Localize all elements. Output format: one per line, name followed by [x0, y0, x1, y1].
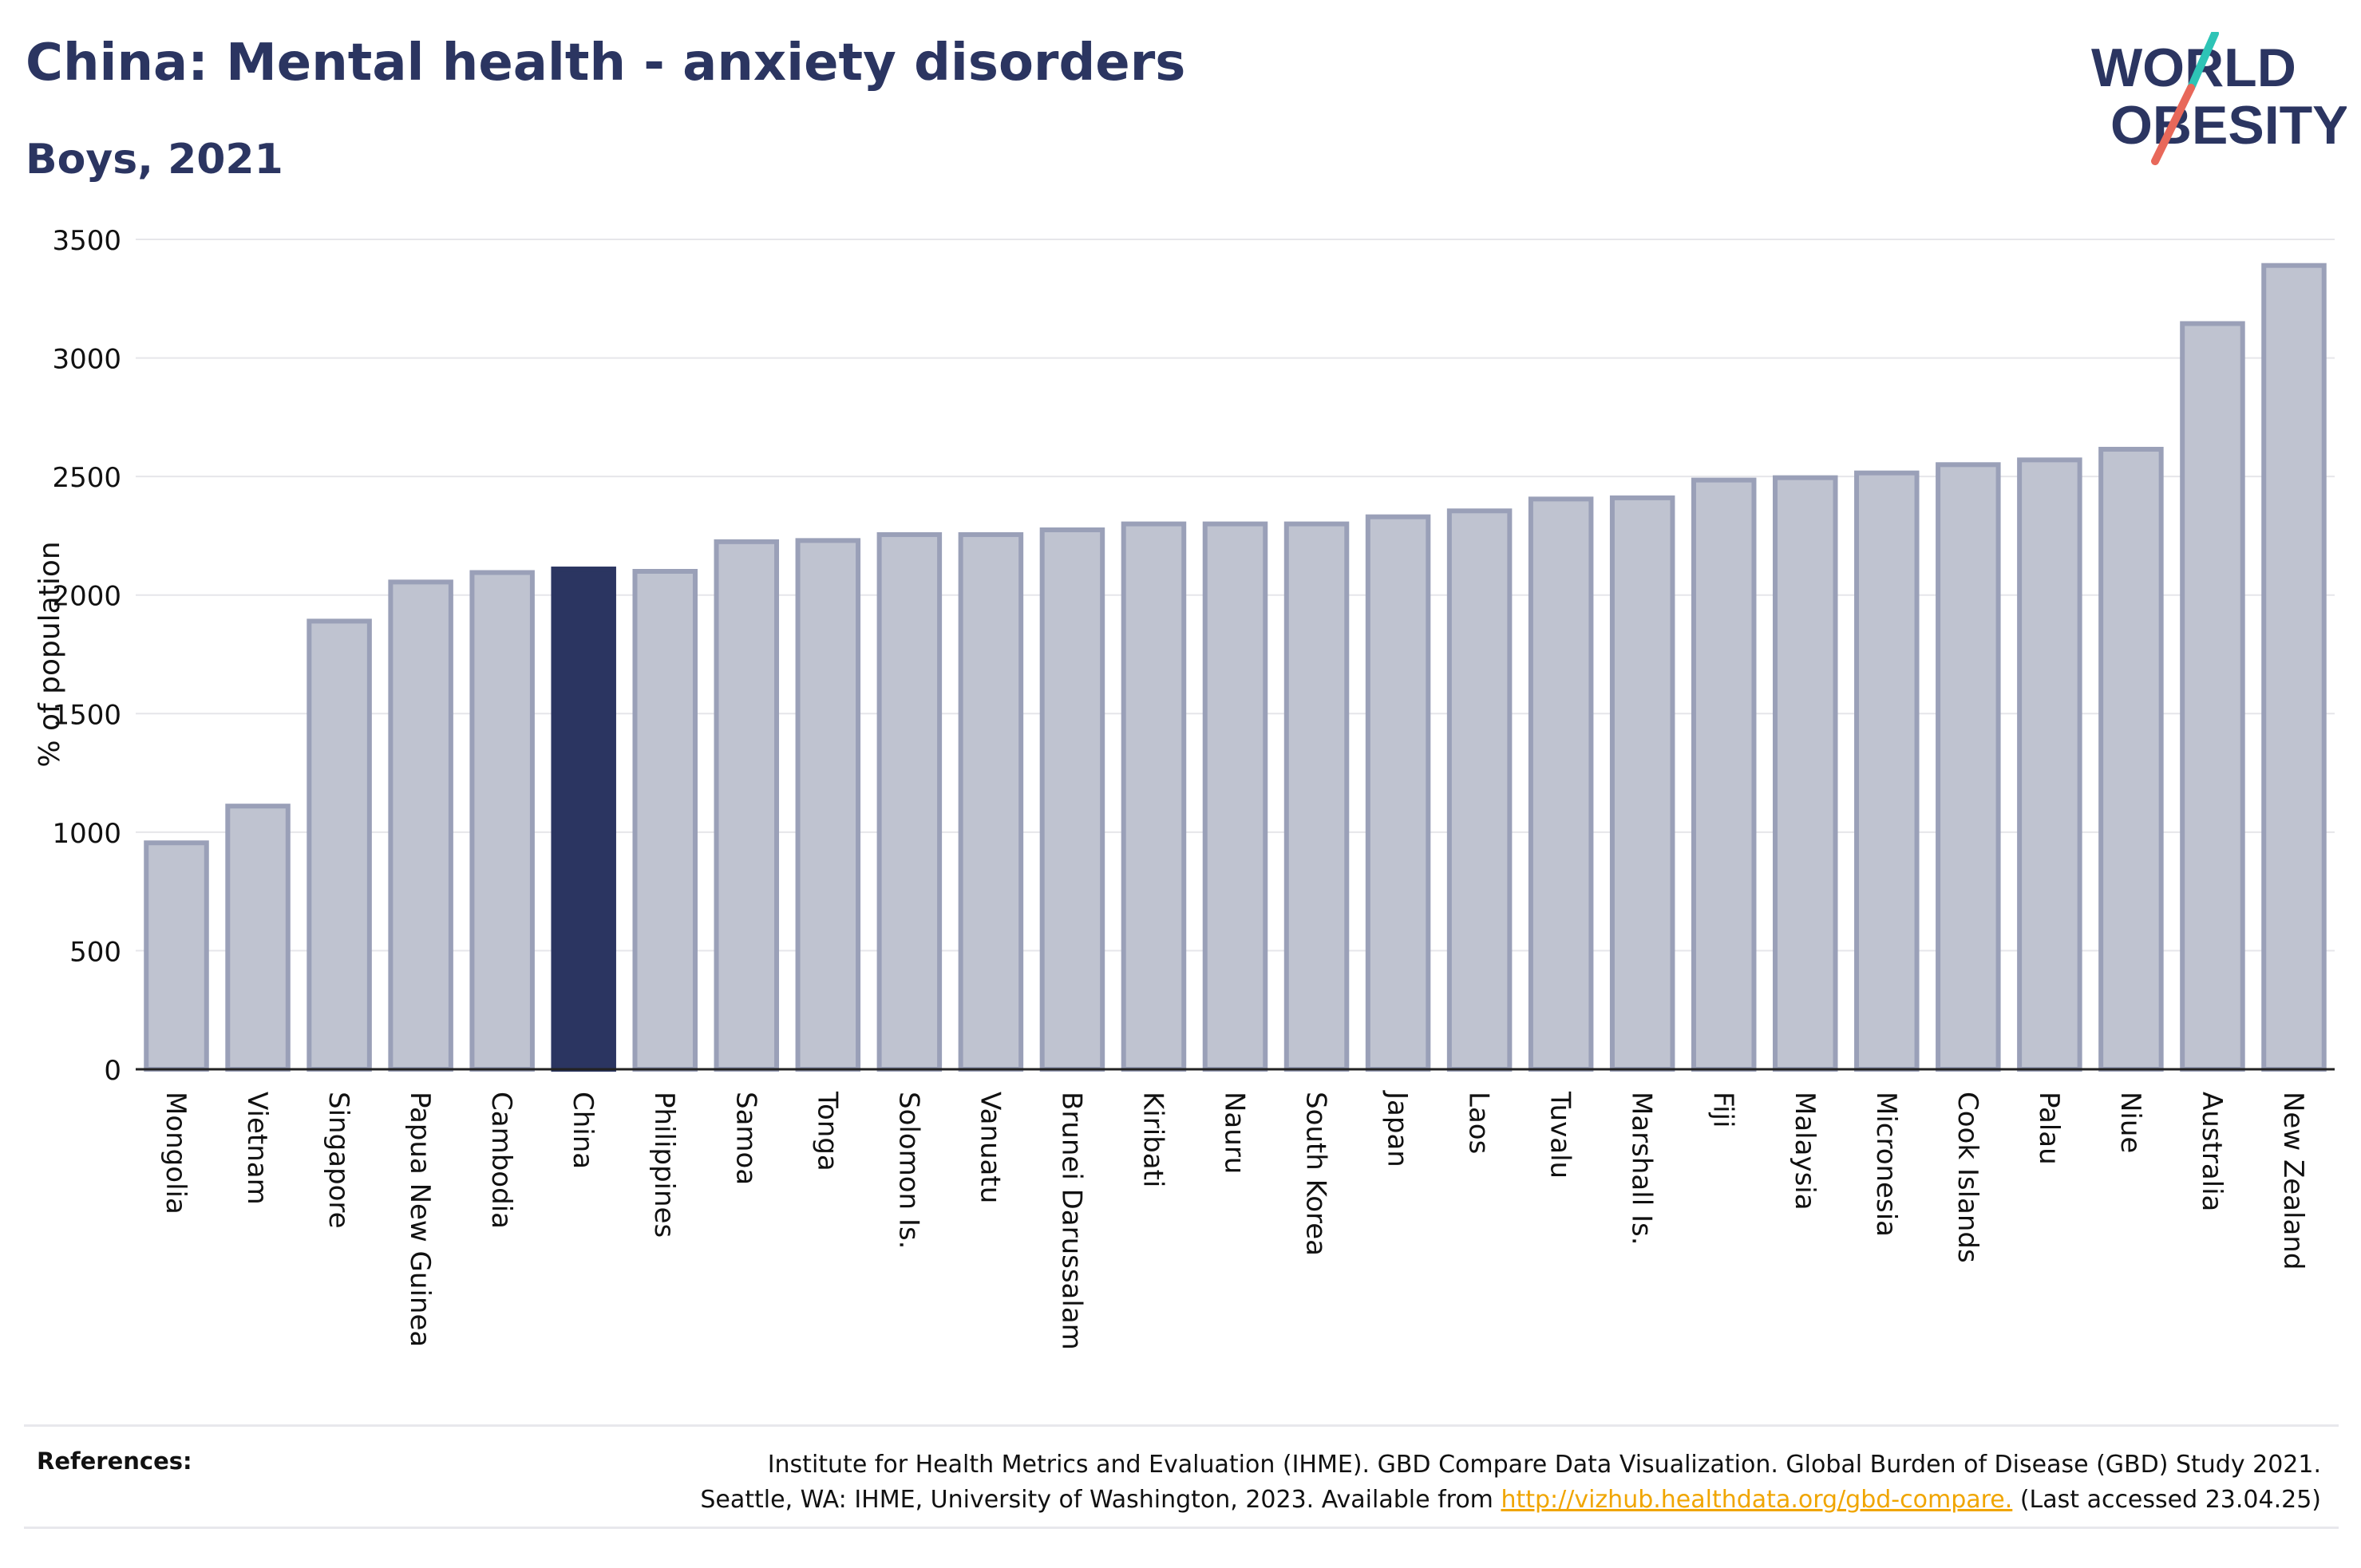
- references-text: Institute for Health Metrics and Evaluat…: [700, 1448, 2321, 1518]
- references-line-1: Institute for Health Metrics and Evaluat…: [767, 1451, 2321, 1479]
- world-obesity-logo: WORLD OBESITY: [2091, 32, 2347, 165]
- bar-niue: [2098, 446, 2164, 1072]
- x-tick-label: Singapore: [322, 1092, 354, 1229]
- bar-vanuatu: [958, 531, 1024, 1072]
- x-tick-label: Micronesia: [1870, 1092, 1902, 1237]
- bar-australia: [2180, 321, 2245, 1072]
- x-tick-label: New Zealand: [2277, 1092, 2309, 1270]
- y-axis-ticks: 0 500 1000 1500 2000 2500 3000 3500: [52, 225, 121, 1087]
- bar-fiji: [1691, 477, 1757, 1072]
- logo-slash-teal: [2187, 32, 2219, 92]
- bar-papua-new-guinea: [388, 579, 453, 1072]
- y-tick-label: 2500: [52, 462, 121, 494]
- x-tick-label: Philippines: [648, 1092, 680, 1238]
- chart-subtitle: Boys, 2021: [26, 136, 283, 184]
- chart-title: China: Mental health - anxiety disorders: [26, 34, 1186, 93]
- x-tick-label: Nauru: [1219, 1092, 1251, 1174]
- x-tick-label: Malaysia: [1789, 1092, 1821, 1211]
- bar-philippines: [632, 569, 698, 1072]
- y-tick-label: 1500: [52, 699, 121, 731]
- y-tick-label: 3500: [52, 225, 121, 257]
- logo-word-obesity: OBESITY: [2110, 95, 2347, 156]
- bar-nauru: [1202, 521, 1268, 1072]
- y-axis-label: % of population: [34, 541, 66, 767]
- bar-marshall-is: [1609, 495, 1675, 1072]
- bar-solomon-is: [876, 531, 943, 1072]
- x-tick-label: Tuvalu: [1544, 1091, 1576, 1179]
- y-tick-label: 0: [104, 1055, 121, 1087]
- x-tick-label: Australia: [2196, 1092, 2228, 1211]
- x-tick-label: Niue: [2114, 1092, 2146, 1153]
- bar-south-korea: [1283, 521, 1350, 1072]
- bar-singapore: [306, 618, 372, 1072]
- bar-new-zealand: [2261, 263, 2327, 1072]
- x-tick-label: Tonga: [811, 1091, 843, 1171]
- bar-palau: [2017, 457, 2082, 1072]
- bar-micronesia: [1854, 470, 1920, 1072]
- x-tick-label: Brunei Darussalam: [1055, 1092, 1087, 1350]
- x-tick-label: Vanuatu: [974, 1092, 1006, 1203]
- x-tick-label: Papua New Guinea: [404, 1092, 436, 1347]
- references-box: References: Institute for Health Metrics…: [24, 1424, 2339, 1529]
- bar-china: [551, 567, 616, 1072]
- bars: [144, 263, 2327, 1072]
- bar-brunei-darussalam: [1039, 527, 1105, 1072]
- x-tick-label: Palau: [2033, 1092, 2065, 1165]
- y-tick-label: 2000: [52, 581, 121, 613]
- references-link[interactable]: http://vizhub.healthdata.org/gbd-compare…: [1501, 1486, 2013, 1514]
- references-line-2-suffix: (Last accessed 23.04.25): [2012, 1486, 2321, 1514]
- x-tick-label: Cambodia: [485, 1092, 517, 1229]
- y-tick-label: 3000: [52, 344, 121, 376]
- bar-kiribati: [1121, 521, 1187, 1072]
- x-tick-label: Laos: [1463, 1092, 1495, 1154]
- x-tick-label: South Korea: [1300, 1092, 1332, 1256]
- x-tick-label: Samoa: [730, 1092, 761, 1185]
- references-label: References:: [37, 1448, 192, 1475]
- references-line-2: Seattle, WA: IHME, University of Washing…: [700, 1483, 2321, 1518]
- bar-samoa: [714, 539, 780, 1072]
- bar-vietnam: [225, 804, 291, 1072]
- logo-slash-red: [2151, 84, 2195, 165]
- references-line-2-prefix: Seattle, WA: IHME, University of Washing…: [700, 1486, 1501, 1514]
- bar-chart: 0 500 1000 1500 2000 2500 3000 3500 Mongolia Vie…: [34, 225, 2335, 1350]
- x-tick-label: Cook Islands: [1952, 1092, 1983, 1263]
- bar-laos: [1446, 508, 1513, 1072]
- bar-japan: [1365, 514, 1431, 1072]
- x-tick-label: Fiji: [1707, 1092, 1739, 1128]
- bar-cook-islands: [1936, 462, 2001, 1072]
- x-tick-label: Solomon Is.: [892, 1092, 924, 1249]
- x-tick-label: Japan: [1382, 1090, 1414, 1167]
- x-tick-label: China: [567, 1092, 599, 1169]
- y-tick-label: 500: [69, 936, 121, 968]
- bar-mongolia: [144, 840, 209, 1072]
- bar-malaysia: [1773, 475, 1838, 1072]
- x-axis-ticks: Mongolia Vietnam Singapore Papua New Guinea…: [160, 1090, 2309, 1350]
- x-tick-label: Marshall Is.: [1626, 1092, 1658, 1246]
- x-tick-label: Mongolia: [160, 1092, 192, 1215]
- bar-tonga: [795, 538, 861, 1072]
- x-tick-label: Vietnam: [241, 1092, 273, 1205]
- x-tick-label: Kiribati: [1137, 1092, 1169, 1187]
- bar-cambodia: [469, 570, 535, 1072]
- y-tick-label: 1000: [52, 818, 121, 850]
- bar-tuvalu: [1528, 496, 1594, 1072]
